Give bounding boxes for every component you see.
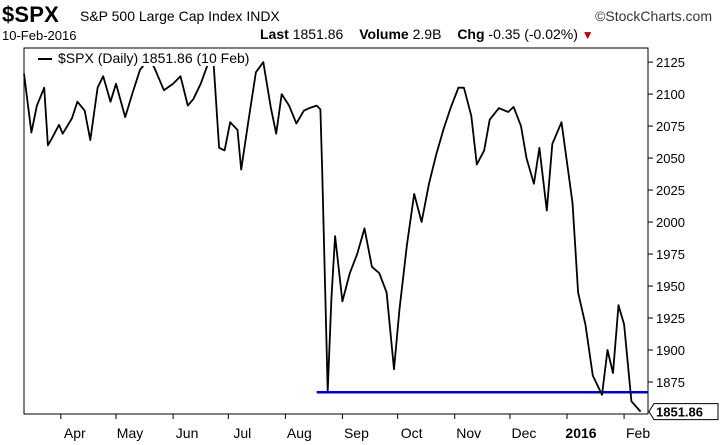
x-tick-label: Dec	[511, 425, 536, 441]
x-tick-label: Jun	[176, 425, 199, 441]
y-tick-label: 1900	[656, 343, 685, 358]
price-line	[23, 57, 642, 413]
chg-label: Chg	[457, 26, 485, 42]
volume-label: Volume	[359, 26, 409, 42]
chg-value: -0.35 (-0.02%)	[488, 26, 578, 42]
legend: $SPX (Daily) 1851.86 (10 Feb)	[34, 50, 254, 66]
last-price-callout	[648, 403, 719, 421]
exchange: INDX	[246, 8, 280, 24]
y-tick-label: 1875	[656, 375, 685, 390]
y-tick-label: 2075	[656, 119, 685, 134]
y-tick-label: 1975	[656, 247, 685, 262]
x-tick-label: Apr	[64, 425, 86, 441]
x-tick-label: Feb	[626, 425, 650, 441]
brand-watermark: ©StockCharts.com	[595, 8, 712, 24]
x-tick-label: May	[117, 425, 143, 441]
last-value: 1851.86	[292, 26, 344, 42]
quote-date: 10-Feb-2016	[2, 28, 77, 43]
legend-label: $SPX (Daily) 1851.86 (10 Feb)	[58, 50, 250, 66]
last-label: Last	[260, 26, 289, 42]
chart-header: $SPX S&P 500 Large Cap Index INDX ©Stock…	[0, 0, 720, 48]
x-tick-label: Sep	[344, 425, 369, 441]
y-tick-label: 1925	[656, 311, 685, 326]
x-tick-label: 2016	[565, 425, 596, 441]
y-tick-label: 1950	[656, 279, 685, 294]
symbol: $SPX	[2, 2, 60, 27]
y-tick-label: 2100	[656, 87, 685, 102]
x-tick-label: Nov	[456, 425, 481, 441]
y-tick-label: 2050	[656, 151, 685, 166]
volume-value: 2.9B	[412, 26, 442, 42]
y-tick-label: 2000	[656, 215, 685, 230]
index-name: S&P 500 Large Cap Index	[80, 8, 243, 24]
y-tick-label: 2125	[656, 55, 685, 70]
x-tick-label: Oct	[401, 425, 423, 441]
last-price-label: 1851.86	[656, 405, 703, 420]
quote-line: Last 1851.86 Volume 2.9B Chg -0.35 (-0.0…	[260, 26, 594, 42]
down-arrow-icon: ▼	[581, 28, 594, 42]
x-tick-label: Jul	[233, 425, 251, 441]
index-name-line: S&P 500 Large Cap Index INDX	[80, 8, 280, 24]
plot-frame	[23, 47, 649, 415]
x-tick-label: Aug	[287, 425, 312, 441]
legend-swatch	[38, 58, 52, 61]
y-tick-label: 2025	[656, 183, 685, 198]
